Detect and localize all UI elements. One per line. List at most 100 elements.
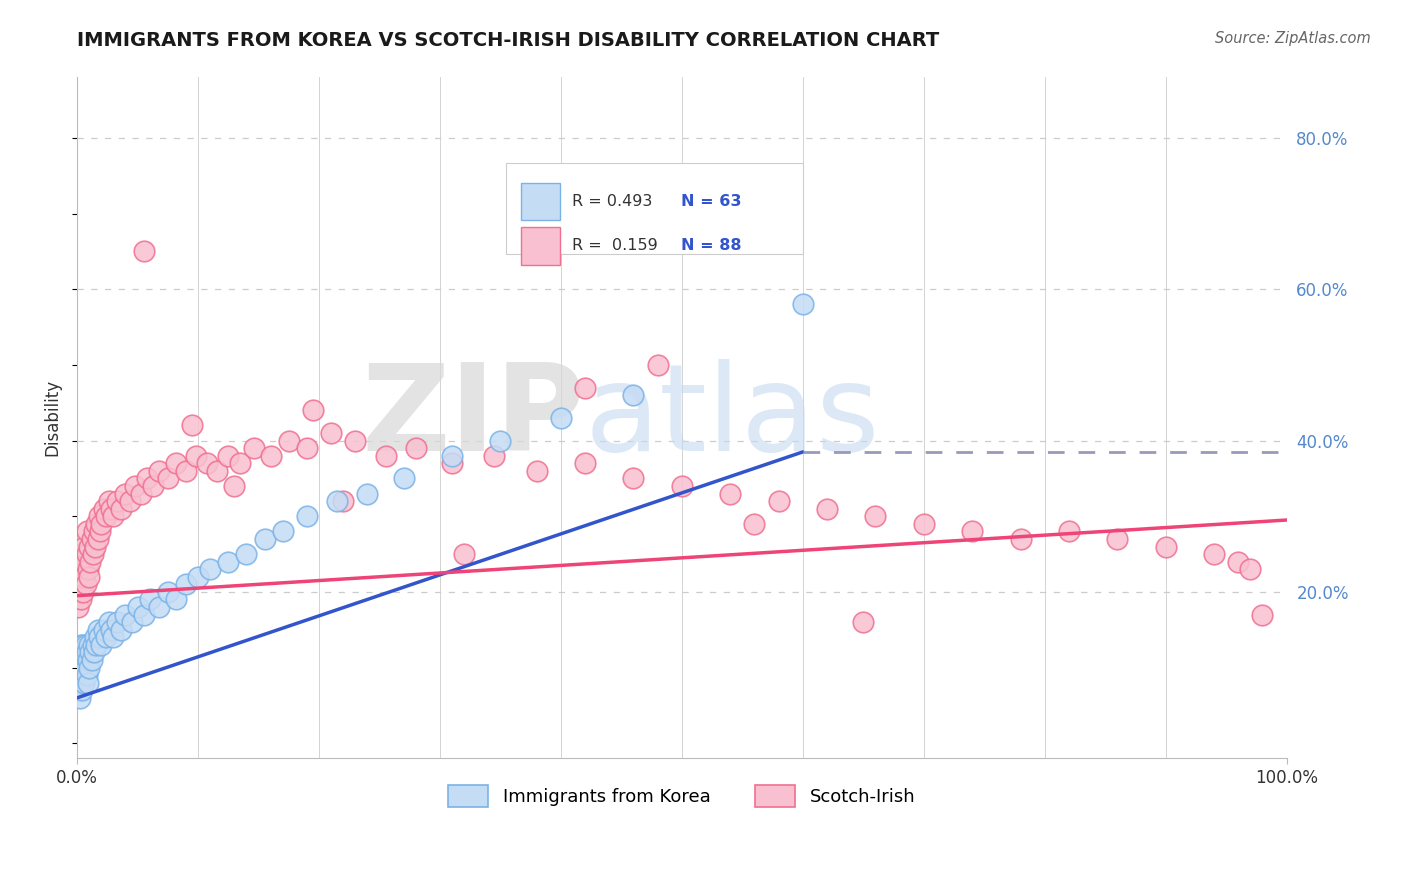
FancyBboxPatch shape bbox=[522, 183, 560, 220]
Legend: Immigrants from Korea, Scotch-Irish: Immigrants from Korea, Scotch-Irish bbox=[441, 778, 922, 814]
Point bbox=[229, 456, 252, 470]
Point bbox=[84, 630, 107, 644]
Point bbox=[217, 555, 239, 569]
Point bbox=[97, 615, 120, 629]
Point bbox=[67, 600, 90, 615]
Point bbox=[121, 615, 143, 629]
Text: atlas: atlas bbox=[585, 359, 880, 476]
Point bbox=[100, 501, 122, 516]
Text: N = 88: N = 88 bbox=[681, 238, 741, 253]
Point bbox=[97, 494, 120, 508]
Point bbox=[235, 547, 257, 561]
Point bbox=[960, 524, 983, 539]
Point bbox=[484, 449, 506, 463]
Point bbox=[70, 577, 93, 591]
Point bbox=[69, 675, 91, 690]
Text: ZIP: ZIP bbox=[361, 359, 585, 476]
Point bbox=[374, 449, 396, 463]
Point bbox=[124, 479, 146, 493]
Point bbox=[76, 547, 98, 561]
Point bbox=[142, 479, 165, 493]
Point bbox=[70, 683, 93, 698]
Point bbox=[187, 570, 209, 584]
Text: R =  0.159: R = 0.159 bbox=[572, 238, 658, 253]
Point bbox=[671, 479, 693, 493]
Point bbox=[93, 501, 115, 516]
Point bbox=[132, 244, 155, 259]
Point bbox=[72, 638, 94, 652]
Point bbox=[77, 570, 100, 584]
Point bbox=[76, 668, 98, 682]
Point bbox=[129, 486, 152, 500]
Point bbox=[70, 547, 93, 561]
Point bbox=[148, 464, 170, 478]
Point bbox=[242, 441, 264, 455]
Point bbox=[86, 623, 108, 637]
Point bbox=[138, 592, 160, 607]
Point bbox=[127, 600, 149, 615]
Point bbox=[83, 645, 105, 659]
Point bbox=[356, 486, 378, 500]
Point bbox=[69, 653, 91, 667]
Point bbox=[271, 524, 294, 539]
Point bbox=[574, 381, 596, 395]
Point bbox=[1154, 540, 1177, 554]
Point bbox=[1202, 547, 1225, 561]
Point bbox=[90, 516, 112, 531]
Point bbox=[86, 516, 108, 531]
Point bbox=[647, 358, 669, 372]
Point bbox=[79, 555, 101, 569]
Point bbox=[156, 471, 179, 485]
Point bbox=[70, 660, 93, 674]
Point bbox=[103, 509, 125, 524]
Point bbox=[165, 456, 187, 470]
Point bbox=[392, 471, 415, 485]
Point bbox=[110, 623, 132, 637]
Point bbox=[69, 592, 91, 607]
Point bbox=[526, 464, 548, 478]
Point bbox=[453, 547, 475, 561]
Text: N = 63: N = 63 bbox=[681, 194, 741, 210]
Point bbox=[82, 547, 104, 561]
Point bbox=[277, 434, 299, 448]
Point bbox=[89, 524, 111, 539]
Point bbox=[623, 471, 645, 485]
Point bbox=[110, 501, 132, 516]
Point bbox=[1251, 607, 1274, 622]
Point bbox=[174, 577, 197, 591]
Point bbox=[174, 464, 197, 478]
Text: Source: ZipAtlas.com: Source: ZipAtlas.com bbox=[1215, 31, 1371, 46]
Point bbox=[67, 683, 90, 698]
Point bbox=[77, 653, 100, 667]
Point bbox=[1010, 532, 1032, 546]
Point bbox=[181, 418, 204, 433]
Point bbox=[75, 577, 97, 591]
Point bbox=[865, 509, 887, 524]
Point bbox=[852, 615, 875, 629]
Point bbox=[441, 449, 464, 463]
Point bbox=[103, 630, 125, 644]
Point bbox=[148, 600, 170, 615]
Point bbox=[69, 690, 91, 705]
Point bbox=[93, 623, 115, 637]
Point bbox=[198, 562, 221, 576]
Point bbox=[73, 540, 96, 554]
Point bbox=[165, 592, 187, 607]
Point bbox=[224, 479, 246, 493]
Point bbox=[1107, 532, 1129, 546]
Point bbox=[105, 494, 128, 508]
Point bbox=[80, 532, 103, 546]
Point bbox=[912, 516, 935, 531]
Point bbox=[87, 630, 110, 644]
Point bbox=[574, 456, 596, 470]
Point bbox=[77, 660, 100, 674]
Point bbox=[1239, 562, 1261, 576]
Point bbox=[332, 494, 354, 508]
Point bbox=[253, 532, 276, 546]
Point bbox=[550, 410, 572, 425]
Point bbox=[84, 540, 107, 554]
Point bbox=[80, 653, 103, 667]
Point bbox=[114, 607, 136, 622]
Point bbox=[184, 449, 207, 463]
Point bbox=[259, 449, 281, 463]
